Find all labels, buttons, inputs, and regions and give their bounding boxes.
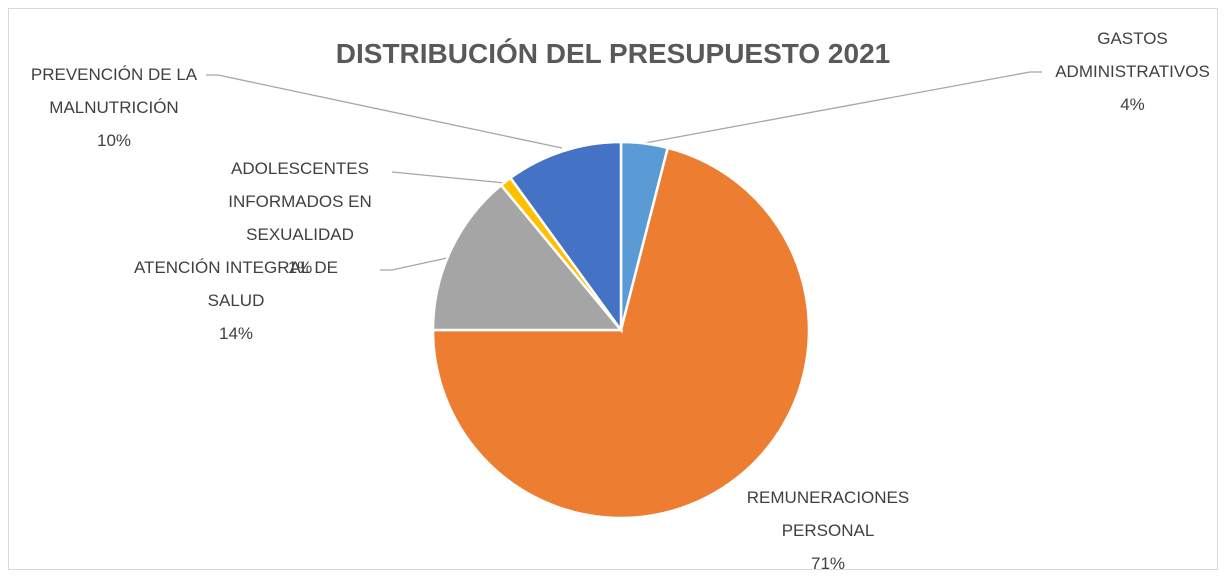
pie-slice bbox=[508, 140, 623, 334]
value-label: 1% bbox=[287, 258, 313, 277]
value-label: 71% bbox=[810, 554, 846, 573]
value-label: 14% bbox=[218, 324, 254, 343]
category-label: ATENCIÓN INTEGRAL DE SALUD bbox=[133, 258, 339, 310]
chart-title: DISTRIBUCIÓN DEL PRESUPUESTO 2021 bbox=[335, 38, 891, 69]
category-label: GASTOS ADMINISTRATIVOS bbox=[1055, 29, 1210, 81]
chart-border bbox=[8, 8, 1218, 570]
value-label: 4% bbox=[1120, 95, 1145, 114]
leader-line bbox=[206, 74, 563, 149]
category-label: PREVENCIÓN DE LA MALNUTRICIÓN bbox=[30, 65, 198, 117]
category-label: ADOLESCENTES INFORMADOS EN SEXUALIDAD bbox=[228, 159, 372, 244]
pie-slice bbox=[431, 146, 811, 520]
category-label: REMUNERACIONES PERSONAL bbox=[746, 488, 910, 540]
pie-slice bbox=[431, 183, 624, 332]
leader-line bbox=[380, 257, 448, 271]
leader-line bbox=[391, 171, 506, 184]
value-label: 10% bbox=[96, 131, 132, 150]
leader-line bbox=[644, 71, 1042, 144]
